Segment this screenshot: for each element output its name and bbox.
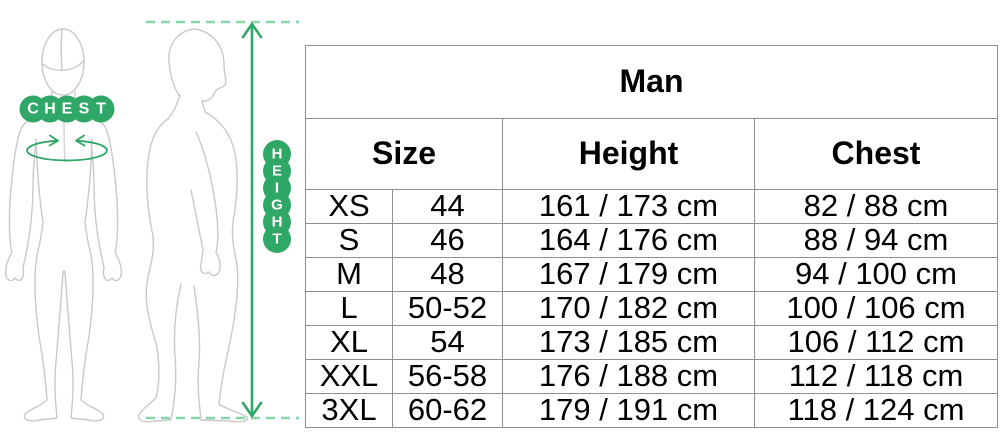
size-letter-cell: S <box>305 223 393 258</box>
chest-measure: C H E S T <box>19 95 115 162</box>
height-label-letter: H <box>272 146 283 163</box>
side-figure-outline <box>138 28 249 423</box>
height-cell: 179 / 191 cm <box>502 393 755 428</box>
chest-cell: 112 / 118 cm <box>754 359 998 394</box>
column-header-height: Height <box>502 118 755 190</box>
side-figure-back-line <box>138 118 172 423</box>
size-letter-cell: XXL <box>305 359 393 394</box>
size-number-cell: 44 <box>392 189 503 224</box>
chest-cell: 106 / 112 cm <box>754 325 998 360</box>
height-arrow-up-icon <box>241 22 263 39</box>
front-figure-head <box>41 28 85 96</box>
column-header-chest: Chest <box>754 118 998 190</box>
size-letter-cell: XS <box>305 189 393 224</box>
size-letter-cell: XL <box>305 325 393 360</box>
chest-label-letter: C <box>27 101 39 118</box>
table-header-row: Size Height Chest <box>305 118 998 190</box>
side-figure-inner-legs <box>170 283 202 421</box>
front-figure-crown-line <box>60 28 63 71</box>
size-number-cell: 54 <box>392 325 503 360</box>
height-label-letter: I <box>275 180 279 197</box>
height-label-letter: E <box>272 163 282 180</box>
front-figure-right-arm <box>78 109 123 282</box>
height-cell: 170 / 182 cm <box>502 291 755 326</box>
size-letter-cell: M <box>305 257 393 292</box>
chest-label-letter: E <box>62 101 73 118</box>
size-number-cell: 50-52 <box>392 291 503 326</box>
side-figure-neck <box>167 94 206 120</box>
height-arrow-down-icon <box>241 401 263 418</box>
chest-label-letter: H <box>44 101 56 118</box>
chest-cell: 82 / 88 cm <box>754 189 998 224</box>
height-cell: 167 / 179 cm <box>502 257 755 292</box>
height-cell: 173 / 185 cm <box>502 325 755 360</box>
side-figure-arm <box>190 131 221 277</box>
height-label: H E I G H T <box>263 140 291 253</box>
table-row: 3XL 60-62 179 / 191 cm 118 / 124 cm <box>305 393 998 428</box>
height-cell: 161 / 173 cm <box>502 189 755 224</box>
height-cell: 176 / 188 cm <box>502 359 755 394</box>
chest-cell: 118 / 124 cm <box>754 393 998 428</box>
height-measure: H E I G H T <box>146 20 299 420</box>
table-row: L 50-52 170 / 182 cm 100 / 106 cm <box>305 291 998 326</box>
height-label-letter: T <box>272 231 281 248</box>
height-label-letter: H <box>272 214 283 231</box>
chest-cell: 88 / 94 cm <box>754 223 998 258</box>
table-row: XS 44 161 / 173 cm 82 / 88 cm <box>305 189 998 224</box>
table-row: M 48 167 / 179 cm 94 / 100 cm <box>305 257 998 292</box>
chest-label: C H E S T <box>19 95 115 123</box>
size-number-cell: 60-62 <box>392 393 503 428</box>
table-row: XL 54 173 / 185 cm 106 / 112 cm <box>305 325 998 360</box>
chest-cell: 100 / 106 cm <box>754 291 998 326</box>
front-figure-outline <box>4 28 123 422</box>
chest-arrow-right-icon <box>48 134 59 147</box>
table-title: Man <box>305 45 998 119</box>
front-figure-left-arm <box>4 109 49 282</box>
front-figure-hairline <box>42 59 85 71</box>
size-number-cell: 46 <box>392 223 503 258</box>
height-cell: 164 / 176 cm <box>502 223 755 258</box>
table-title-row: Man <box>305 45 998 119</box>
size-number-cell: 48 <box>392 257 503 292</box>
column-header-size: Size <box>305 118 503 190</box>
chest-cell: 94 / 100 cm <box>754 257 998 292</box>
size-letter-cell: L <box>305 291 393 326</box>
table-row: S 46 164 / 176 cm 88 / 94 cm <box>305 223 998 258</box>
chest-label-letter: S <box>79 101 90 118</box>
side-figure-head <box>168 28 227 102</box>
front-figure-torso-legs <box>23 138 105 422</box>
size-table: Man Size Height Chest XS 44 161 / 173 cm… <box>305 45 998 428</box>
chest-arrow-left-icon <box>75 134 86 147</box>
size-number-cell: 56-58 <box>392 359 503 394</box>
chest-ellipse <box>26 139 108 162</box>
body-measurement-diagram: H E I G H T C H E S T <box>4 20 299 423</box>
height-label-letter: G <box>271 197 283 214</box>
size-letter-cell: 3XL <box>305 393 393 428</box>
chest-label-letter: T <box>96 101 106 118</box>
side-figure-front-line <box>200 111 249 423</box>
table-row: XXL 56-58 176 / 188 cm 112 / 118 cm <box>305 359 998 394</box>
